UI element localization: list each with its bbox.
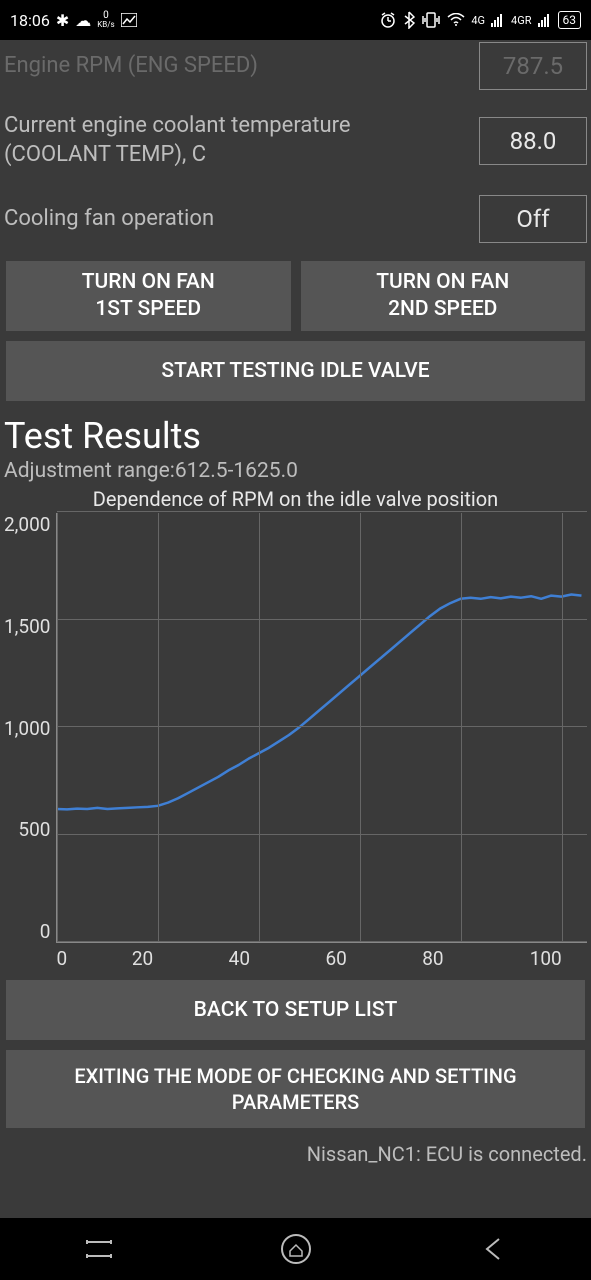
alarm-icon (379, 11, 397, 29)
status-right: 4G 4GR 63 (379, 11, 581, 29)
readings-section: Engine RPM (ENG SPEED) 787.5 Current eng… (0, 40, 591, 261)
adjustment-range: Adjustment range:612.5-1625.0 (0, 457, 591, 483)
app-content: Engine RPM (ENG SPEED) 787.5 Current eng… (0, 40, 591, 1218)
exit-mode-button[interactable]: EXITING THE MODE OF CHECKING AND SETTING… (6, 1050, 585, 1128)
reading-rpm: Engine RPM (ENG SPEED) 787.5 (4, 40, 587, 104)
status-bar: 18:06 ✱ ☁ 0 KB/s 4G 4GR 63 (0, 0, 591, 40)
coolant-value: 88.0 (479, 117, 587, 165)
fan-1st-speed-button[interactable]: TURN ON FAN 1ST SPEED (6, 261, 291, 331)
picture-icon (121, 13, 137, 27)
fan-label: Cooling fan operation (4, 205, 479, 234)
android-nav-bar (0, 1218, 591, 1280)
network-4gr-label: 4GR (511, 14, 531, 27)
start-test-row: START TESTING IDLE VALVE (0, 341, 591, 411)
coolant-label: Current engine coolant temperature (COOL… (4, 112, 479, 169)
chart-area: 2,0001,5001,0005000 020406080100 (4, 513, 587, 970)
back-row: BACK TO SETUP LIST (0, 980, 591, 1050)
back-to-setup-button[interactable]: BACK TO SETUP LIST (6, 980, 585, 1040)
reading-fan: Cooling fan operation Off (4, 187, 587, 261)
test-results-header: Test Results (0, 411, 591, 457)
vibrate-icon (421, 12, 441, 28)
back-button[interactable] (473, 1229, 513, 1269)
fan-2nd-speed-button[interactable]: TURN ON FAN 2ND SPEED (301, 261, 586, 331)
star-icon: ✱ (56, 11, 69, 30)
start-testing-button[interactable]: START TESTING IDLE VALVE (6, 341, 585, 401)
exit-row: EXITING THE MODE OF CHECKING AND SETTING… (0, 1050, 591, 1138)
network-speed: 0 KB/s (97, 11, 114, 29)
bluetooth-icon (403, 11, 415, 29)
ecu-status: Nissan_NC1: ECU is connected. (0, 1138, 591, 1168)
wifi-icon (447, 13, 465, 27)
signal-2-icon (538, 13, 552, 27)
rpm-value: 787.5 (479, 42, 587, 90)
rpm-label: Engine RPM (ENG SPEED) (4, 52, 479, 81)
network-4g-label: 4G (471, 14, 485, 27)
chart-line (57, 513, 587, 942)
chart-plot (56, 513, 587, 943)
chart-x-labels: 020406080100 (56, 943, 587, 970)
status-time: 18:06 (10, 11, 50, 30)
chart-y-labels: 2,0001,5001,0005000 (4, 513, 56, 943)
reading-coolant: Current engine coolant temperature (COOL… (4, 104, 587, 187)
battery-indicator: 63 (558, 11, 582, 29)
chart-container: Dependence of RPM on the idle valve posi… (0, 483, 591, 980)
status-left: 18:06 ✱ ☁ 0 KB/s (10, 11, 137, 30)
signal-1-icon (491, 13, 505, 27)
weather-icon: ☁ (75, 11, 91, 30)
fan-buttons-row: TURN ON FAN 1ST SPEED TURN ON FAN 2ND SP… (0, 261, 591, 341)
home-button[interactable] (276, 1229, 316, 1269)
chart-title: Dependence of RPM on the idle valve posi… (4, 487, 587, 513)
fan-value: Off (479, 195, 587, 243)
recent-apps-button[interactable] (79, 1229, 119, 1269)
